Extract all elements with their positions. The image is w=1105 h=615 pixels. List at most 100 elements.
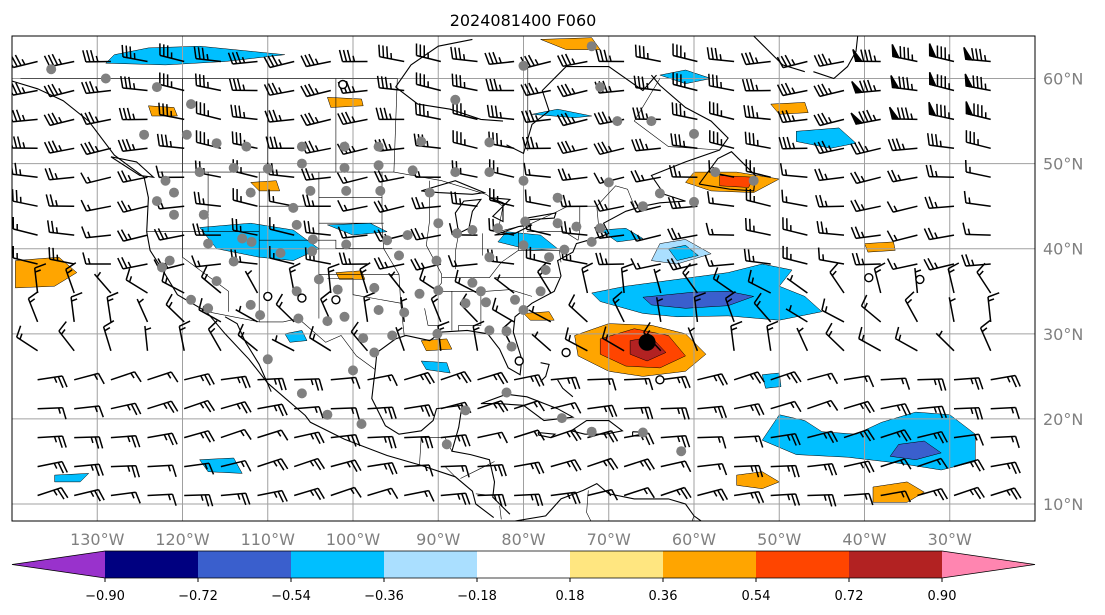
longitude-labels: 130°W 120°W 110°W 100°W 90°W 80°W 70°W 60°W 50°W… (70, 530, 972, 549)
wind-barb (796, 327, 809, 352)
station-marker-gray (520, 216, 531, 227)
wind-barb (550, 376, 581, 390)
wind-barb (486, 104, 515, 121)
vorticity-contour (736, 471, 780, 489)
wind-barb (293, 457, 326, 471)
wind-barb (484, 51, 515, 66)
wind-barb (781, 189, 808, 207)
wind-barb (147, 432, 178, 446)
wind-barb (232, 188, 258, 207)
wind-barb (521, 136, 551, 150)
border-line (460, 461, 495, 479)
colorbar (11, 550, 1036, 579)
wind-barb (850, 141, 881, 155)
vorticity-contour (540, 37, 601, 50)
wind-barb (220, 459, 252, 472)
lon-label: 50°W (757, 530, 801, 549)
wind-barb (294, 431, 325, 445)
wind-barb (904, 291, 919, 323)
station-marker-gray (595, 223, 606, 234)
wind-barb (410, 227, 441, 241)
wind-barb (220, 492, 251, 506)
wind-barb (923, 227, 955, 241)
wind-barb (156, 133, 185, 150)
wind-barb (153, 228, 185, 241)
wind-barb (843, 460, 875, 474)
wind-barb (110, 371, 142, 383)
wind-barb (587, 378, 617, 391)
wind-barb (928, 43, 955, 63)
wind-barb (147, 464, 177, 478)
station-marker-gray (262, 354, 273, 365)
station-marker-gray (646, 116, 657, 127)
border-line (393, 78, 398, 173)
wind-barb (630, 230, 661, 242)
lon-label: 120°W (155, 530, 210, 549)
wind-barb (183, 399, 216, 413)
wind-barb (655, 297, 664, 323)
wind-barb (693, 292, 706, 322)
station-marker-gray (484, 167, 495, 178)
station-marker-gray (424, 187, 435, 198)
wind-barb (630, 169, 661, 183)
wind-barb (147, 400, 179, 413)
wind-barb (118, 107, 148, 121)
wind-barb (330, 407, 360, 420)
wind-barb (708, 101, 735, 121)
station-marker-gray (595, 82, 606, 93)
wind-barb (963, 190, 991, 207)
wind-barb (300, 168, 331, 181)
station-marker-gray (484, 252, 495, 263)
station-marker-gray (407, 165, 418, 176)
wind-barb (741, 78, 771, 92)
station-marker-gray (262, 163, 273, 174)
wind-barb (734, 464, 764, 478)
station-marker-gray (291, 286, 302, 297)
colorbar-tick-label: −0.36 (364, 589, 404, 604)
wind-barb (220, 375, 251, 389)
wind-barb (415, 43, 441, 63)
wind-barb (873, 262, 886, 294)
lat-label: 40°N (1043, 240, 1083, 259)
wind-barb (631, 138, 661, 152)
station-marker-gray (169, 209, 179, 220)
wind-barb (953, 407, 984, 420)
station-marker-gray (441, 439, 452, 450)
wind-barb (687, 327, 699, 352)
wind-barb (948, 297, 956, 323)
wind-barb (816, 220, 845, 236)
map-panel (11, 35, 1036, 522)
station-marker-gray (501, 326, 512, 337)
station-marker-gray (432, 328, 443, 339)
wind-barb (668, 165, 698, 178)
station-marker-gray (460, 298, 471, 309)
wind-barb (990, 435, 1020, 449)
colorbar-tick-label: −0.90 (85, 589, 125, 604)
wind-barb (194, 73, 222, 92)
coastline (540, 362, 550, 382)
wind-barb (477, 400, 509, 413)
wind-barb (745, 159, 771, 178)
wind-barb (336, 172, 368, 185)
wind-barb (158, 102, 185, 121)
station-marker-gray (637, 427, 648, 438)
wind-barb (491, 297, 515, 323)
station-marker-gray (394, 250, 404, 261)
wind-barb (367, 435, 397, 449)
wind-barb (82, 50, 111, 63)
coastline (374, 74, 729, 376)
station-marker-gray (241, 141, 252, 152)
station-marker-gray (151, 82, 162, 93)
wind-barb (45, 194, 75, 207)
wind-barb (110, 464, 141, 478)
wind-barb (80, 111, 112, 126)
wind-barb (891, 44, 918, 63)
station-marker-gray (228, 162, 239, 173)
wind-barb (373, 257, 405, 270)
wind-barb (231, 218, 258, 236)
wind-barb (682, 263, 699, 294)
wind-barb (807, 399, 839, 412)
wind-barb (917, 405, 948, 419)
colorbar-segment (384, 551, 478, 578)
wind-barb (81, 81, 111, 95)
